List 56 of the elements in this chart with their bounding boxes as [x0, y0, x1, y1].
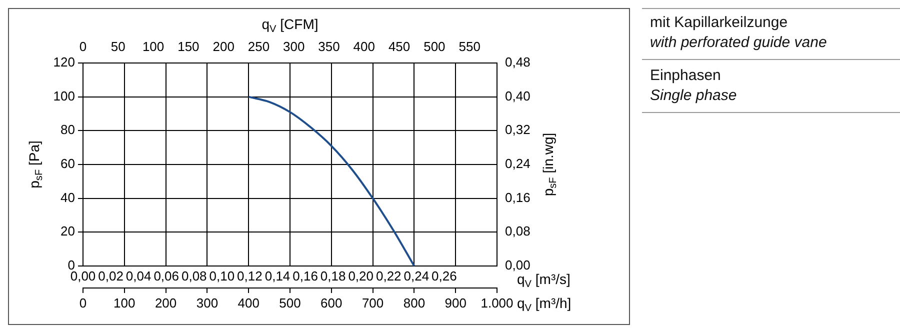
x2-tick-label: 550: [458, 38, 480, 54]
x-tick-label: 300: [196, 295, 218, 310]
text: Single phase: [650, 86, 738, 106]
x2-tick-label: 500: [424, 38, 446, 54]
y-axis-title: psF [Pa]: [26, 140, 45, 188]
text: 0,04: [126, 268, 152, 284]
text: 0,26: [432, 268, 457, 284]
x2-tick-label: 450: [388, 38, 410, 54]
text: 0,24: [404, 268, 430, 284]
text: 0,16: [292, 268, 318, 284]
x2-tick-label: 100: [142, 38, 164, 54]
y2-axis-title: psF [in.wg]: [540, 132, 559, 196]
text: Einphasen: [650, 66, 722, 86]
y2-tick-label: 0,48: [505, 54, 530, 70]
x-tick-label: 500: [279, 295, 301, 310]
text: mit Kapillarkeilzunge: [650, 13, 789, 33]
y2-tick-label: 0,40: [505, 88, 530, 104]
text: 0,18: [320, 268, 346, 284]
y2-tick-label: 0,08: [505, 224, 530, 239]
y-tick-label: 120: [53, 54, 75, 70]
text: 0,20: [348, 268, 374, 284]
x2-tick-label: 200: [212, 38, 234, 54]
text: 0,14: [264, 268, 290, 284]
text: 0,08: [181, 268, 207, 284]
y-tick-label: 100: [53, 88, 75, 104]
x-tick-label: 600: [320, 295, 342, 310]
x-tick-label: 700: [362, 295, 384, 310]
text: 0,22: [376, 268, 402, 284]
x2-tick-label: 150: [178, 38, 200, 54]
text: 0,10: [209, 268, 235, 284]
x-tick-label: 200: [154, 295, 177, 310]
x2-tick-label: 250: [248, 38, 270, 54]
y2-tick-label: 0,24: [505, 156, 530, 172]
y-tick-label: 40: [60, 190, 75, 205]
y-tick-label: 20: [60, 224, 75, 239]
text: 0,12: [237, 268, 262, 284]
x2-tick-label: 300: [283, 38, 305, 54]
line-series: [248, 96, 416, 266]
y-tick-label: 60: [60, 156, 75, 172]
x-tick-label: 100: [114, 295, 136, 310]
x2-tick-label: 0: [79, 38, 87, 54]
x-tick-label: 1.000: [480, 295, 514, 310]
text: with perforated guide vane: [650, 33, 828, 53]
x-tick-label: 900: [444, 295, 466, 310]
x-tick-label: 400: [238, 295, 260, 310]
text: 0,02: [98, 268, 124, 284]
text: 0,06: [154, 268, 180, 284]
x-tick-label: 800: [403, 295, 426, 310]
x2-tick-label: 350: [318, 38, 340, 54]
y2-tick-label: 0,00: [505, 258, 530, 273]
y2-tick-label: 0,16: [505, 190, 530, 205]
y-tick-label: 80: [60, 122, 75, 138]
x2-tick-label: 400: [353, 38, 376, 54]
x-tick-label: 0: [79, 295, 87, 310]
x2-tick-label: 50: [110, 38, 126, 54]
y2-tick-label: 0,32: [505, 122, 530, 138]
